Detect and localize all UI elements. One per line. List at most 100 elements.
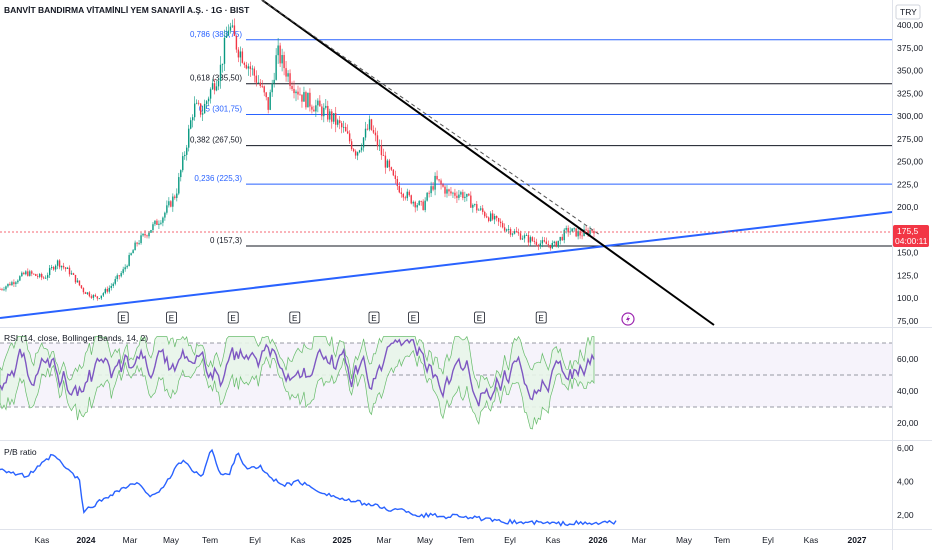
candle-body	[74, 274, 77, 283]
time-tick-label: Tem	[202, 535, 218, 545]
candle-body	[348, 133, 351, 142]
rsi-pane[interactable]: RSI (14, close, Bollinger Bands, 14, 2)	[0, 333, 892, 430]
candle-body	[396, 179, 399, 187]
candle-body	[458, 194, 460, 198]
flash-icon[interactable]	[621, 312, 635, 326]
candle-body	[269, 92, 271, 110]
trendline-black-dashed[interactable]	[261, 0, 601, 236]
price-tick-label: 250,00	[897, 157, 923, 167]
candle-body	[33, 273, 35, 275]
candle-body	[311, 106, 313, 110]
candle-body	[315, 105, 317, 112]
main-price-pane[interactable]: 0,786 (383,75) 0,618 (335,50) 0,5 (301,75)…	[0, 0, 893, 326]
candle-body	[5, 286, 7, 290]
candle-body	[384, 155, 387, 168]
candle-body	[424, 200, 426, 211]
earnings-marker	[408, 311, 420, 324]
candle-body	[468, 193, 470, 196]
candle-body	[374, 132, 377, 136]
candle-body	[523, 235, 526, 239]
candle-body	[535, 241, 538, 245]
candle-body	[356, 152, 359, 156]
candle-body	[442, 184, 444, 187]
currency-badge[interactable]: TRY	[895, 4, 921, 20]
time-tick-label: 2024	[77, 535, 96, 545]
candle-body	[307, 92, 309, 108]
candle-body	[406, 191, 408, 199]
pb-axis[interactable]: 6,00 4,00 2,00	[897, 443, 914, 520]
time-tick-label: 2027	[848, 535, 867, 545]
candle-body	[197, 102, 200, 104]
earnings-marker	[474, 311, 486, 324]
time-axis[interactable]: Kas 2024 Mar May Tem Eyl Kas 2025 Mar May Tem Eyl Ka…	[35, 535, 867, 545]
candle-body	[186, 147, 188, 155]
candle-body	[476, 204, 478, 211]
candle-body	[90, 296, 93, 298]
candle-body	[25, 271, 27, 275]
candle-body	[223, 37, 226, 64]
candle-body	[313, 109, 315, 112]
candle-body	[531, 237, 534, 241]
candle-body	[11, 282, 13, 286]
candle-body	[436, 175, 438, 180]
candle-body	[219, 64, 222, 81]
candle-body	[78, 280, 81, 286]
candle-body	[243, 62, 246, 65]
candle-body	[466, 193, 468, 197]
rsi-line	[0, 338, 595, 407]
candle-body	[567, 227, 569, 233]
candle-body	[215, 86, 218, 91]
trendline-blue[interactable]	[0, 211, 893, 319]
candle-body	[482, 208, 484, 212]
earnings-marker-label: E	[411, 314, 416, 323]
candle-body	[0, 289, 1, 290]
candle-body	[499, 221, 502, 224]
candle-body	[493, 215, 496, 220]
candle-body	[144, 233, 146, 236]
candle-body	[410, 195, 412, 204]
candle-body	[386, 160, 389, 168]
time-tick-label: Tem	[458, 535, 474, 545]
candle-body	[166, 205, 168, 213]
candle-body	[440, 180, 442, 185]
candle-body	[52, 267, 55, 270]
candle-body	[265, 92, 267, 98]
candle-body	[513, 231, 516, 234]
candle-body	[164, 212, 166, 218]
candle-body	[305, 92, 307, 108]
candle-body	[412, 201, 414, 204]
candle-body	[565, 227, 567, 230]
price-axis[interactable]: 400,00 375,00 350,00 325,00 300,00 275,00 250,…	[897, 20, 923, 326]
candle-body	[529, 237, 532, 243]
candle-body	[549, 244, 551, 249]
candle-body	[195, 102, 198, 104]
fib-level-label: 0,618 (335,50)	[190, 74, 242, 83]
candle-body	[251, 68, 254, 70]
candle-body	[404, 197, 406, 199]
candle-body	[474, 204, 476, 205]
candle-body	[116, 275, 118, 280]
candle-body	[470, 195, 472, 208]
candle-body	[430, 186, 432, 194]
candle-body	[231, 25, 234, 27]
candle-body	[434, 175, 436, 190]
candle-body	[239, 51, 242, 58]
candle-body	[275, 55, 277, 80]
trendline-black[interactable]	[261, 0, 715, 326]
fib-level-label: 0,382 (267,50)	[190, 136, 242, 145]
candle-body	[472, 204, 474, 208]
candle-body	[44, 277, 47, 279]
candle-body	[362, 137, 365, 148]
candle-body	[557, 240, 559, 247]
candle-body	[511, 233, 514, 235]
candle-body	[19, 276, 21, 281]
candle-body	[571, 228, 573, 232]
candle-body	[460, 192, 462, 195]
candle-body	[56, 260, 59, 266]
candle-body	[136, 242, 138, 244]
candle-body	[9, 283, 11, 286]
candle-body	[388, 160, 391, 168]
pb-ratio-pane[interactable]: P/B ratio	[0, 447, 617, 527]
rsi-axis[interactable]: 60,00 40,00 20,00	[897, 354, 919, 428]
